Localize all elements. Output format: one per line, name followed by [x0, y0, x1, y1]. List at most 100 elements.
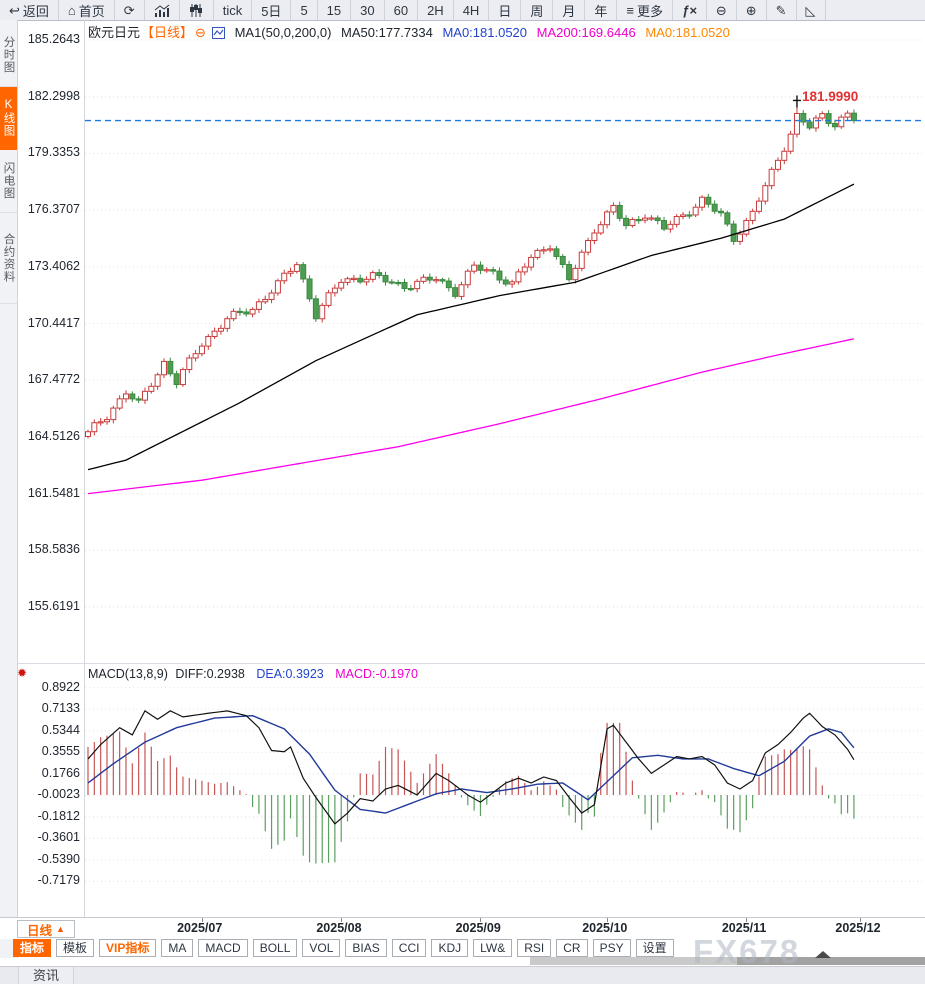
macd-axis-label: -0.1812	[37, 808, 80, 823]
period-day-button[interactable]: 日	[489, 0, 522, 20]
ma0-blue-value: MA0:181.0520	[442, 25, 528, 40]
macd-axis-label: 0.5344	[41, 722, 80, 737]
tab-ma[interactable]: MA	[161, 939, 194, 957]
period-year-button[interactable]: 年	[585, 0, 618, 20]
refresh-button[interactable]: ⟳	[115, 0, 145, 20]
month-label: 2025/12	[835, 921, 881, 935]
tab-psy[interactable]: PSY	[592, 939, 631, 957]
period-5-button[interactable]: 5	[291, 0, 318, 20]
horizontal-scrollbar-thumb[interactable]	[737, 957, 925, 965]
home-button[interactable]: ⌂ 首页	[59, 0, 115, 20]
x-axis-tick	[607, 918, 609, 922]
ma-formula: MA1(50,0,200,0)	[234, 25, 332, 40]
indicator-settings-icon[interactable]: ✹	[17, 666, 28, 680]
refresh-icon: ⟳	[123, 2, 135, 18]
tab-rsi[interactable]: RSI	[517, 939, 552, 957]
zoom-in-button[interactable]: ⊕	[737, 0, 767, 20]
sidebar-tab-contract-info[interactable]: 合约资料	[0, 213, 17, 304]
more-button[interactable]: ≡ 更多	[617, 0, 673, 20]
bar-chart-button[interactable]	[145, 0, 180, 20]
period-4h-label: 4H	[462, 2, 480, 18]
price-axis-label: 164.5126	[27, 428, 80, 443]
period-30-label: 30	[360, 2, 375, 18]
price-axis-label: 182.2998	[27, 88, 80, 103]
home-label: 首页	[78, 3, 105, 19]
period-week-label: 周	[530, 3, 544, 19]
period-week-button[interactable]: 周	[521, 0, 554, 20]
zoom-out-button[interactable]: ⊖	[707, 0, 737, 20]
candlestick-button[interactable]	[180, 0, 214, 20]
bar-chart-icon	[154, 4, 170, 17]
tab-kdj[interactable]: KDJ	[431, 939, 469, 957]
back-icon: ↩	[9, 2, 20, 18]
sidebar-tab-lightning-chart[interactable]: 闪电图	[0, 150, 17, 213]
period-2h-label: 2H	[427, 2, 444, 18]
period-month-button[interactable]: 月	[553, 0, 586, 20]
indicator-tab-bar: 指标 模板 VIP指标 MA MACD BOLL VOL BIAS CCI KDJ LW& RSI CR…	[13, 939, 674, 957]
tab-lwr[interactable]: LW&	[473, 939, 513, 957]
period-60-button[interactable]: 60	[385, 0, 419, 20]
period-30-button[interactable]: 30	[351, 0, 385, 20]
draw-pencil-button[interactable]: ✎	[767, 0, 797, 20]
macd-axis-label: -0.7179	[37, 873, 80, 888]
draw-line-icon: ◺	[805, 2, 816, 18]
price-axis-label: 170.4417	[27, 315, 80, 330]
news-tab[interactable]: 资讯	[18, 967, 75, 984]
home-icon: ⌂	[67, 2, 76, 18]
tab-boll[interactable]: BOLL	[252, 939, 298, 957]
tab-bias[interactable]: BIAS	[345, 939, 387, 957]
period-15-label: 15	[326, 2, 342, 18]
chevron-up-icon: ▲	[56, 924, 65, 934]
chart-type-sidebar: 分时图 K线图 闪电图 合约资料	[0, 20, 18, 958]
macd-dea-value: DEA:0.3923	[256, 667, 324, 681]
macd-indicator-chart[interactable]	[85, 665, 925, 917]
price-axis-label: 185.2643	[27, 32, 80, 46]
tab-vip-indicator[interactable]: VIP指标	[99, 939, 157, 957]
panel-divider	[18, 663, 925, 664]
month-label: 2025/08	[316, 921, 362, 935]
axis-divider	[84, 20, 85, 917]
period-month-label: 月	[562, 3, 576, 19]
tab-vol[interactable]: VOL	[302, 939, 341, 957]
draw-line-button[interactable]: ◺	[797, 0, 826, 20]
ma200-value: MA200:169.6446	[536, 25, 636, 40]
period-selector-box[interactable]: 日线 ▲	[17, 920, 75, 938]
period-4h-button[interactable]: 4H	[454, 0, 490, 20]
tick-label: tick	[222, 2, 243, 18]
mini-chart-icon	[211, 27, 225, 42]
tick-button[interactable]: tick	[214, 0, 253, 20]
collapse-circle-icon[interactable]: ⊖	[195, 25, 206, 40]
period-selector-label: 日线	[27, 923, 53, 938]
scrollbar-arrow-icon[interactable]	[815, 951, 831, 958]
zoom-in-icon: ⊕	[745, 2, 757, 18]
indicator-fx-button[interactable]: ƒ×	[673, 0, 707, 20]
tab-indicator[interactable]: 指标	[13, 939, 52, 957]
period-5d-button[interactable]: 5日	[252, 0, 292, 20]
price-axis-label: 155.6191	[27, 599, 80, 613]
back-button[interactable]: ↩ 返回	[0, 0, 59, 20]
macd-formula: MACD(13,8,9)	[88, 667, 168, 681]
price-axis-label: 158.5836	[27, 542, 80, 557]
macd-axis-label: -0.0023	[37, 787, 80, 802]
period-2h-button[interactable]: 2H	[418, 0, 454, 20]
sidebar-tab-time-chart[interactable]: 分时图	[0, 24, 17, 87]
period-5-label: 5	[300, 2, 308, 18]
sidebar-tab-kline-chart[interactable]: K线图	[0, 87, 17, 150]
status-bar: 资讯	[0, 966, 925, 984]
tab-cci[interactable]: CCI	[391, 939, 427, 957]
price-axis-label: 167.4772	[27, 372, 80, 387]
main-candlestick-chart[interactable]	[85, 20, 925, 665]
tab-macd[interactable]: MACD	[198, 939, 248, 957]
x-axis-row: 日线 ▲ 2025/07 2025/08 2025/09 2025/10 2025/11…	[0, 917, 925, 939]
period-15-button[interactable]: 15	[318, 0, 352, 20]
x-axis-tick	[201, 918, 203, 922]
tab-cr[interactable]: CR	[556, 939, 588, 957]
horizontal-scrollbar-track[interactable]	[530, 957, 737, 965]
back-label: 返回	[22, 3, 49, 19]
period-5d-label: 5日	[261, 3, 282, 19]
tab-settings[interactable]: 设置	[635, 939, 674, 957]
tab-template[interactable]: 模板	[56, 939, 95, 957]
chart-header: 欧元日元【日线】 ⊖ MA1(50,0,200,0) MA50:177.7334 …	[88, 22, 736, 42]
macd-diff-value: DIFF:0.2938	[175, 667, 245, 681]
